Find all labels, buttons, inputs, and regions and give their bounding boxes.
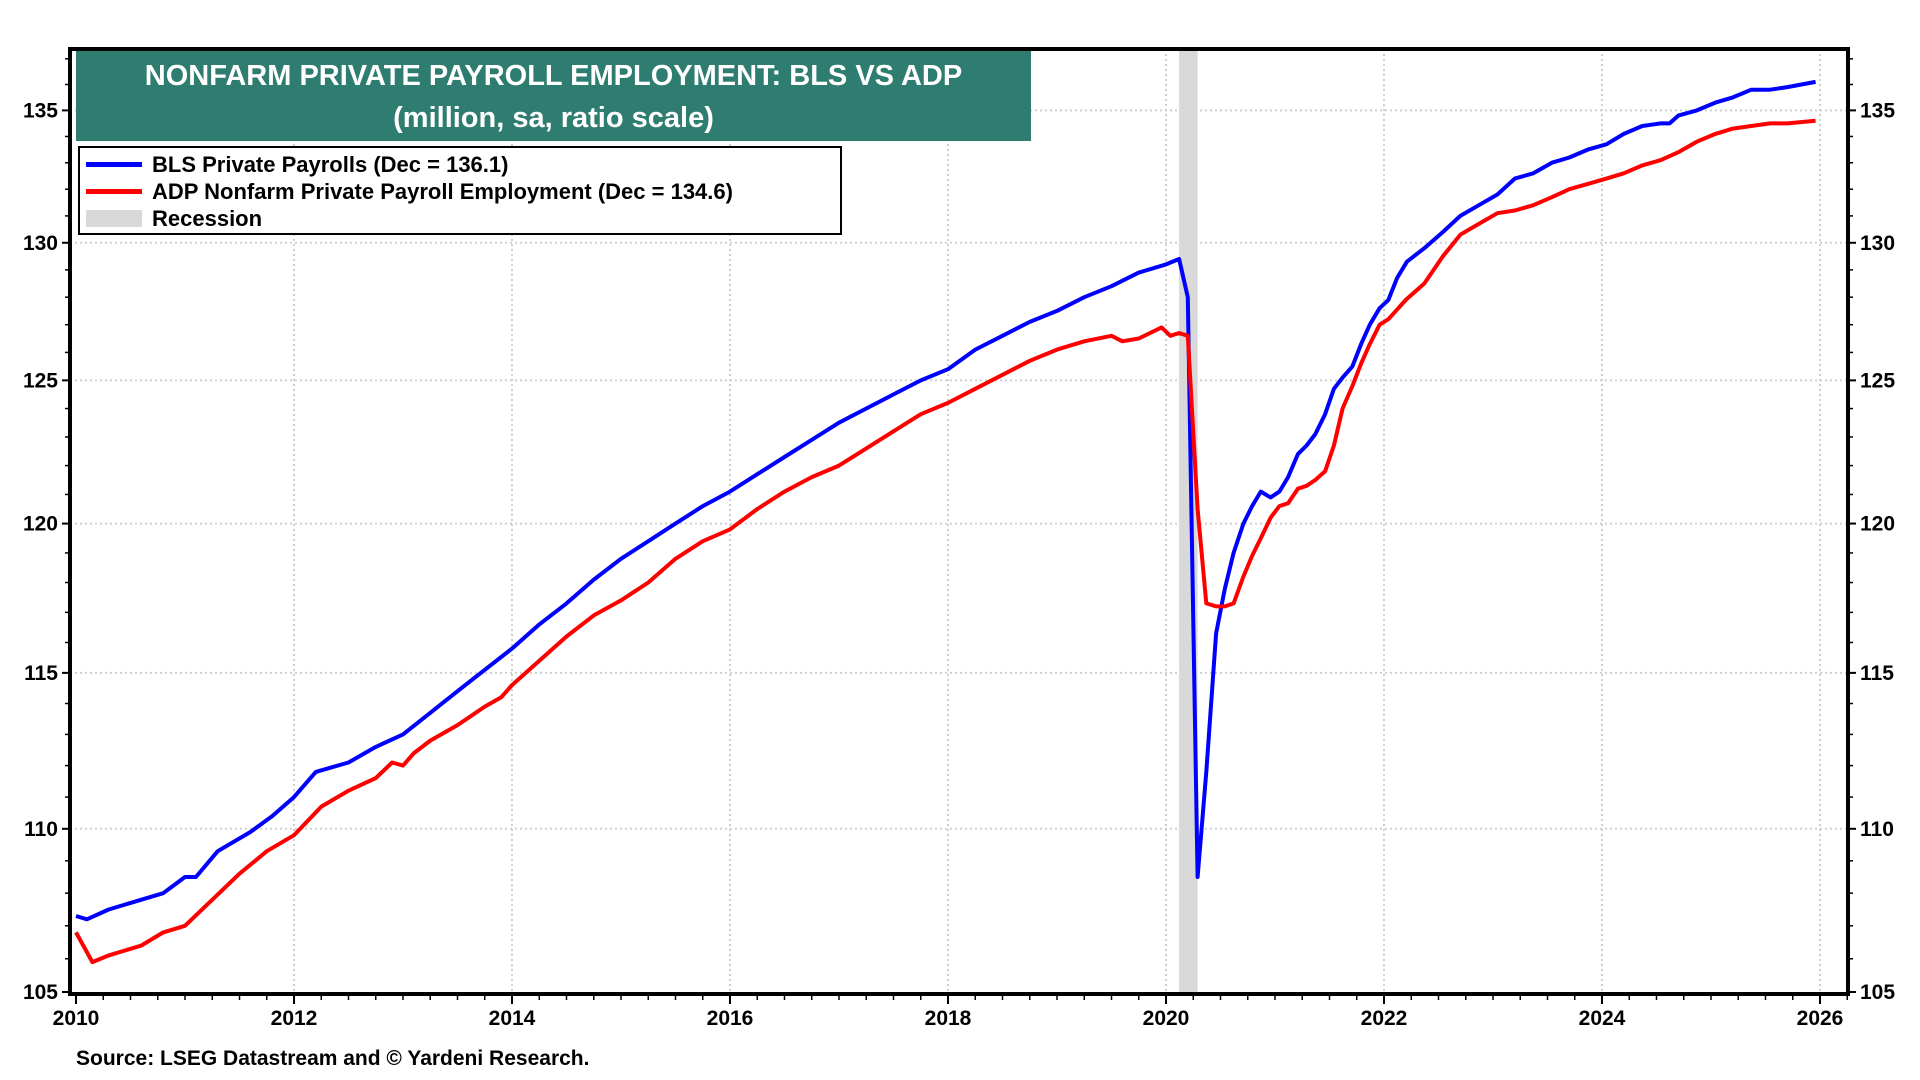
x-tick-label: 2012 [271,1007,318,1030]
y-tick-label-left: 135 [23,99,58,122]
y-tick-label-left: 115 [24,662,58,685]
legend-item-adp: ADP Nonfarm Private Payroll Employment (… [86,178,840,205]
legend-label-bls: BLS Private Payrolls (Dec = 136.1) [152,151,509,177]
y-tick-label-left: 125 [23,369,58,392]
x-tick-label: 2022 [1361,1007,1408,1030]
legend-swatch-bls [86,162,142,167]
x-tick-label: 2018 [925,1007,972,1030]
y-tick-label-left: 130 [23,232,58,255]
y-tick-label-right: 125 [1860,369,1895,392]
x-tick-label: 2014 [489,1007,536,1030]
source-note: Source: LSEG Datastream and © Yardeni Re… [76,1047,590,1070]
legend: BLS Private Payrolls (Dec = 136.1) ADP N… [78,146,842,235]
series-lines [74,79,1816,965]
x-tick-label: 2016 [707,1007,754,1030]
chart-subtitle: (million, sa, ratio scale) [393,102,714,134]
axes [62,47,1856,1004]
plot-frame [68,47,1850,996]
y-tick-label-left: 105 [23,981,58,1004]
chart-title: NONFARM PRIVATE PAYROLL EMPLOYMENT: BLS … [144,60,963,92]
tick-labels: 105 105 110 110 115 115 120 120 125 125 130 130 135 1… [23,99,1895,1030]
recession-band [1179,49,1198,994]
x-tick-label: 2024 [1579,1007,1626,1030]
x-tick-label: 2026 [1797,1007,1844,1030]
adp-series-line [74,118,1816,965]
y-tick-label-left: 120 [23,513,58,536]
x-tick-label: 2010 [53,1007,100,1030]
legend-item-recession: Recession [86,205,840,232]
y-tick-label-right: 105 [1860,981,1895,1004]
y-tick-label-right: 110 [1860,818,1894,841]
y-tick-label-right: 115 [1860,662,1894,685]
legend-item-bls: BLS Private Payrolls (Dec = 136.1) [86,151,840,178]
legend-label-adp: ADP Nonfarm Private Payroll Employment (… [152,178,733,204]
legend-label-recession: Recession [152,205,263,231]
y-tick-label-right: 120 [1860,513,1895,536]
bls-series-line [75,79,1816,922]
legend-swatch-recession [86,210,142,227]
chart-title-box: NONFARM PRIVATE PAYROLL EMPLOYMENT: BLS … [76,51,1031,141]
y-tick-label-left: 110 [24,818,58,841]
x-tick-label: 2020 [1143,1007,1190,1030]
y-tick-label-right: 135 [1860,99,1895,122]
legend-swatch-adp [86,189,142,194]
y-tick-label-right: 130 [1860,232,1895,255]
